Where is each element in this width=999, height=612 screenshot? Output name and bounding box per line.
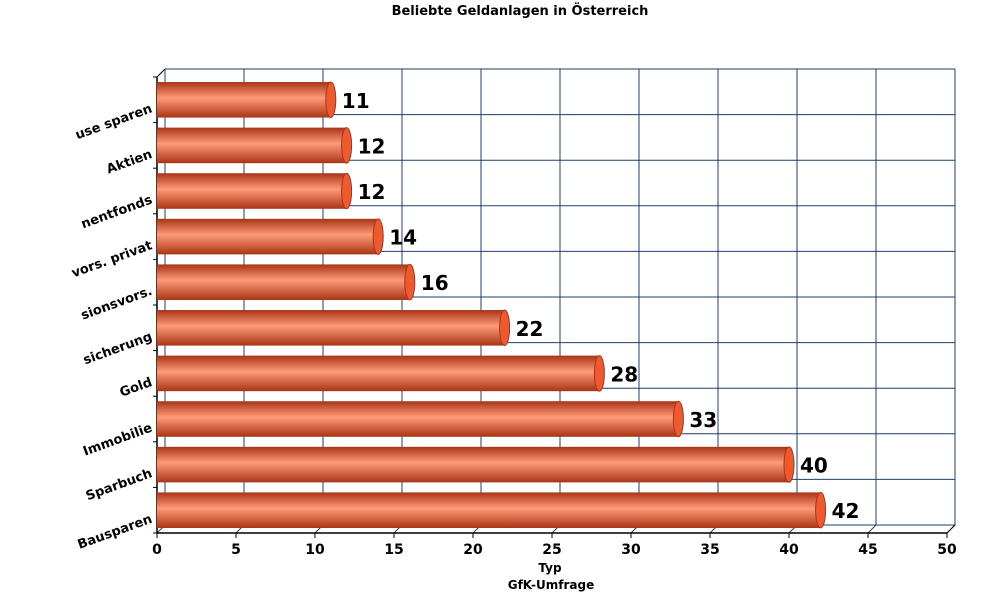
value-label: 33 bbox=[689, 408, 717, 432]
x-tick-label: 5 bbox=[231, 542, 241, 558]
bar-end-cap bbox=[499, 309, 511, 347]
category-label: Sparbuch bbox=[84, 466, 154, 504]
category-label: Bausparen bbox=[76, 512, 155, 553]
category-label: Aktien bbox=[105, 147, 155, 177]
bar bbox=[157, 264, 410, 300]
chart-title: Beliebte Geldanlagen in Österreich bbox=[391, 4, 649, 19]
floor-edge bbox=[946, 524, 956, 534]
category-label: sicherung bbox=[81, 329, 154, 368]
bar-end-cap bbox=[783, 446, 795, 483]
x-tick-label: 50 bbox=[937, 542, 957, 558]
bar bbox=[157, 127, 347, 164]
value-label: 12 bbox=[358, 134, 386, 158]
bar-end-cap bbox=[341, 127, 353, 164]
value-label: 16 bbox=[421, 271, 449, 295]
x-tick-label: 10 bbox=[305, 542, 325, 558]
x-tick-label: 40 bbox=[779, 542, 799, 558]
value-label: 12 bbox=[358, 180, 386, 204]
value-label: 11 bbox=[342, 89, 370, 113]
bar-end-cap bbox=[815, 491, 827, 529]
bar-end-cap bbox=[672, 400, 684, 438]
bar bbox=[157, 218, 379, 255]
bar bbox=[157, 355, 600, 392]
bar-end-cap bbox=[372, 218, 384, 255]
value-label: 40 bbox=[800, 454, 828, 478]
bar bbox=[157, 173, 347, 209]
bar bbox=[157, 401, 679, 437]
x-axis-label: Typ bbox=[538, 561, 562, 575]
bar-end-cap bbox=[404, 263, 416, 301]
x-tick-label: 20 bbox=[463, 542, 483, 558]
x-tick-label: 45 bbox=[858, 542, 877, 558]
category-label: nentfonds bbox=[79, 193, 154, 233]
wall-edge bbox=[156, 68, 166, 78]
value-label: 14 bbox=[389, 226, 417, 250]
x-tick-label: 35 bbox=[700, 542, 719, 558]
category-label: vors. privat bbox=[70, 238, 155, 281]
bar bbox=[157, 82, 331, 118]
category-label: Gold bbox=[118, 375, 154, 401]
bar-end-cap bbox=[325, 81, 337, 119]
x-tick-label: 30 bbox=[621, 542, 641, 558]
x-tick-label: 15 bbox=[384, 542, 403, 558]
bars bbox=[157, 81, 827, 529]
value-label: 22 bbox=[516, 317, 544, 341]
bar bbox=[157, 492, 821, 528]
value-label: 28 bbox=[610, 362, 638, 386]
floor-gridline bbox=[867, 524, 877, 534]
category-label: Immobilie bbox=[81, 421, 154, 460]
x-tick-label: 0 bbox=[152, 542, 162, 558]
value-label: 42 bbox=[832, 499, 860, 523]
bar bbox=[157, 310, 505, 346]
source-label: GfK-Umfrage bbox=[507, 578, 595, 592]
category-label: sionsvors. bbox=[79, 284, 154, 324]
bar-end-cap bbox=[593, 355, 605, 392]
x-tick-label: 25 bbox=[542, 542, 561, 558]
category-label: use sparen bbox=[73, 101, 154, 143]
bar bbox=[157, 446, 789, 483]
bar-end-cap bbox=[341, 172, 353, 210]
